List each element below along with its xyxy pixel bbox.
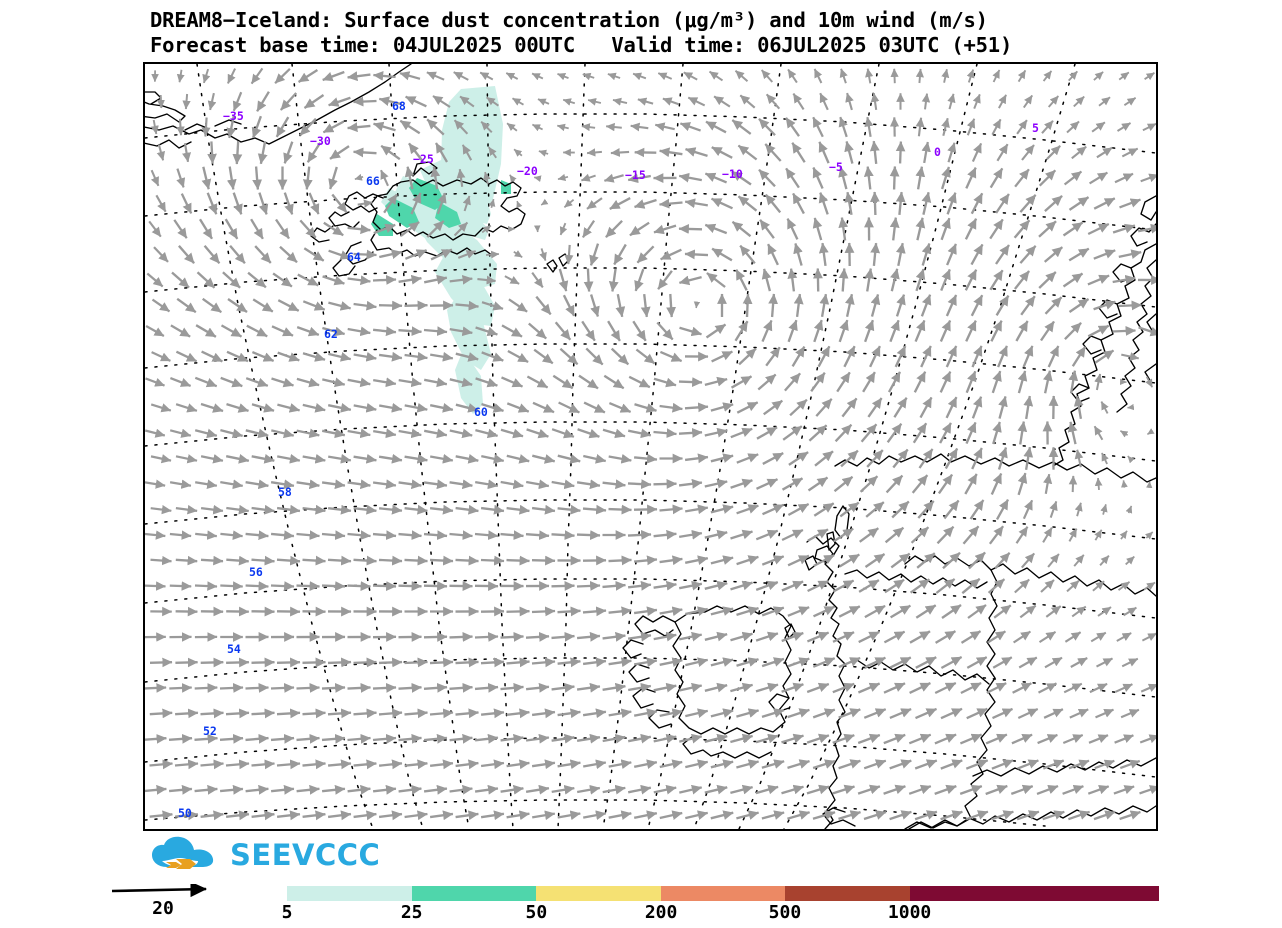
wind-scale-value: 20: [108, 898, 218, 919]
colorbar-segment-5: [910, 886, 1035, 901]
colorbar-tick-0: 5: [282, 902, 293, 923]
colorbar-tick-1: 25: [401, 902, 423, 923]
colorbar-tick-4: 500: [769, 902, 802, 923]
colorbar-segment-2: [536, 886, 661, 901]
wind-scale-legend: 20: [108, 884, 218, 904]
title-line-1: DREAM8−Iceland: Surface dust concentrati…: [0, 8, 1282, 33]
colorbar-tick-2: 50: [526, 902, 548, 923]
seevccc-logo: SEEVCCC: [150, 836, 380, 874]
colorbar-tick-5: 1000: [888, 902, 931, 923]
colorbar-segment-1: [412, 886, 537, 901]
colorbar-segment-3: [661, 886, 786, 901]
map-canvas: [145, 64, 1156, 829]
concentration-colorbar[interactable]: [287, 886, 1159, 901]
title-line-2: Forecast base time: 04JUL2025 00UTC Vali…: [0, 33, 1282, 58]
colorbar-segment-0: [287, 886, 412, 901]
cloud-arrow-icon: [150, 836, 224, 874]
colorbar-tick-3: 200: [645, 902, 678, 923]
colorbar-segment-4: [785, 886, 910, 901]
logo-text: SEEVCCC: [230, 838, 380, 872]
chart-title-block: DREAM8−Iceland: Surface dust concentrati…: [0, 8, 1282, 58]
coastlines: [145, 64, 1156, 829]
graticule: [145, 64, 1156, 829]
colorbar-segment-6: [1034, 886, 1159, 901]
